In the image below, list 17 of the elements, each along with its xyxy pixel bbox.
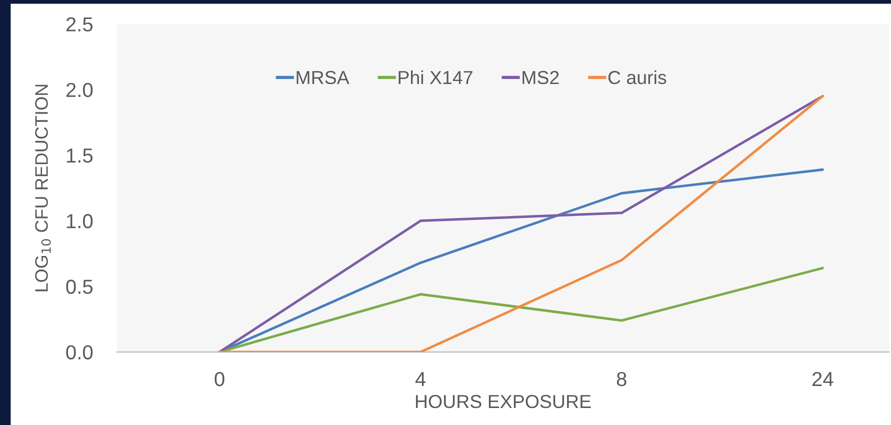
legend-label: C auris: [608, 70, 666, 84]
x-tick-label: 24: [812, 372, 834, 386]
x-tick-label: 8: [616, 372, 626, 386]
legend-label: MRSA: [296, 70, 350, 84]
y-tick-label: 0.0: [66, 345, 93, 360]
y-tick-label: 0.5: [66, 280, 93, 294]
y-tick-label: 2.5: [66, 17, 93, 32]
legend-label: Phi X147: [398, 70, 472, 84]
y-tick-label: 1.0: [66, 214, 93, 228]
x-tick-label: 4: [415, 372, 426, 386]
x-tick-label: 0: [214, 372, 224, 386]
y-tick-label: 2.0: [66, 82, 93, 98]
line-series: [218, 94, 824, 352]
legend-label: MS2: [522, 70, 559, 84]
y-tick-label: 1.5: [66, 148, 93, 163]
x-axis-title: HOURS EXPOSURE: [416, 394, 591, 408]
y-axis-title: LOG$_{10}$ CFU REDUCTION: [35, 84, 51, 292]
